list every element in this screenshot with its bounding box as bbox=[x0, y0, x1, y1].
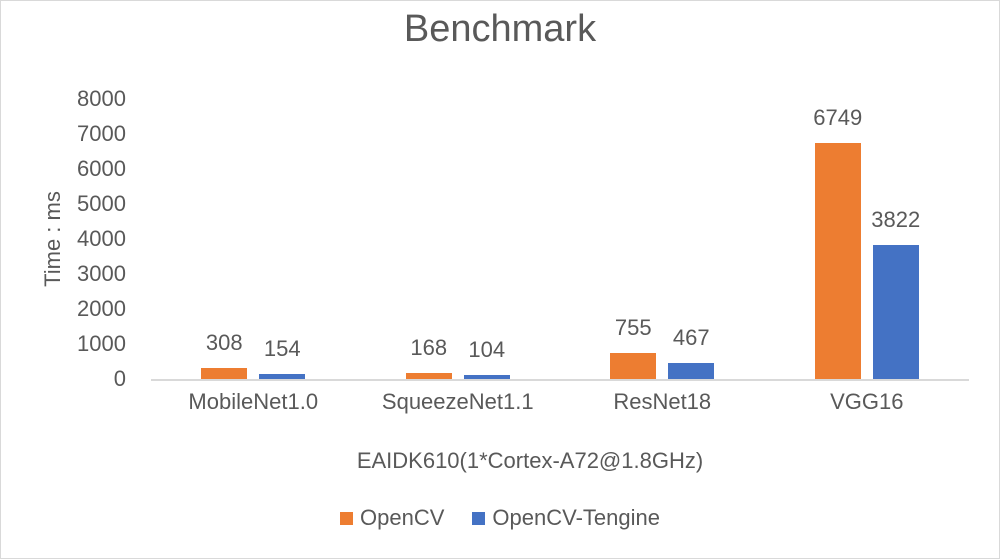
y-tick-label: 7000 bbox=[77, 121, 126, 146]
data-label-OpenCV-SqueezeNet1.1: 168 bbox=[410, 335, 448, 361]
legend-marker-icon bbox=[340, 511, 354, 525]
y-tick-label: 4000 bbox=[77, 226, 126, 251]
x-axis-line bbox=[151, 379, 969, 381]
data-label-OpenCV-Tengine-VGG16: 3822 bbox=[871, 207, 921, 233]
data-label-OpenCV-Tengine-SqueezeNet1.1: 104 bbox=[468, 337, 506, 363]
bar-OpenCV-Tengine-VGG16 bbox=[872, 245, 919, 379]
legend-item-OpenCV-Tengine: OpenCV-Tengine bbox=[472, 506, 660, 530]
chart-legend: OpenCV OpenCV-Tengine bbox=[1, 506, 999, 530]
y-tick-label: 8000 bbox=[77, 86, 126, 111]
data-label-OpenCV-Tengine-MobileNet1.0: 154 bbox=[263, 335, 301, 361]
data-label-OpenCV-MobileNet1.0: 308 bbox=[205, 330, 243, 356]
bar-OpenCV-Tengine-MobileNet1.0 bbox=[259, 373, 306, 379]
y-tick-label: 0 bbox=[113, 366, 126, 391]
y-tick-label: 2000 bbox=[77, 296, 126, 321]
data-label-OpenCV-VGG16: 6749 bbox=[813, 104, 863, 130]
y-tick-label: 1000 bbox=[77, 331, 126, 356]
bar-OpenCV-Tengine-ResNet18 bbox=[668, 362, 715, 379]
x-category-label-ResNet18: ResNet18 bbox=[613, 389, 712, 414]
bar-OpenCV-Tengine-SqueezeNet1.1 bbox=[463, 375, 510, 379]
data-label-OpenCV-Tengine-ResNet18: 467 bbox=[672, 324, 710, 350]
legend-label: OpenCV-Tengine bbox=[492, 505, 660, 530]
legend-marker-icon bbox=[472, 511, 486, 525]
y-tick-label: 5000 bbox=[77, 191, 126, 216]
x-category-label-SqueezeNet1.1: SqueezeNet1.1 bbox=[381, 389, 534, 414]
y-tick-label: 6000 bbox=[77, 156, 126, 181]
bar-OpenCV-VGG16 bbox=[814, 142, 861, 379]
y-tick-label: 3000 bbox=[77, 261, 126, 286]
bar-OpenCV-ResNet18 bbox=[610, 352, 657, 379]
data-label-OpenCV-ResNet18: 755 bbox=[614, 314, 652, 340]
x-axis-title: EAIDK610(1*Cortex-A72@1.8GHz) bbox=[356, 448, 704, 473]
bar-OpenCV-MobileNet1.0 bbox=[201, 368, 248, 379]
x-category-label-MobileNet1.0: MobileNet1.0 bbox=[188, 389, 319, 414]
bar-OpenCV-SqueezeNet1.1 bbox=[405, 373, 452, 379]
legend-label: OpenCV bbox=[360, 505, 445, 530]
chart-title: Benchmark bbox=[403, 8, 597, 50]
legend-item-OpenCV: OpenCV bbox=[340, 506, 444, 530]
x-category-label-VGG16: VGG16 bbox=[830, 389, 904, 414]
